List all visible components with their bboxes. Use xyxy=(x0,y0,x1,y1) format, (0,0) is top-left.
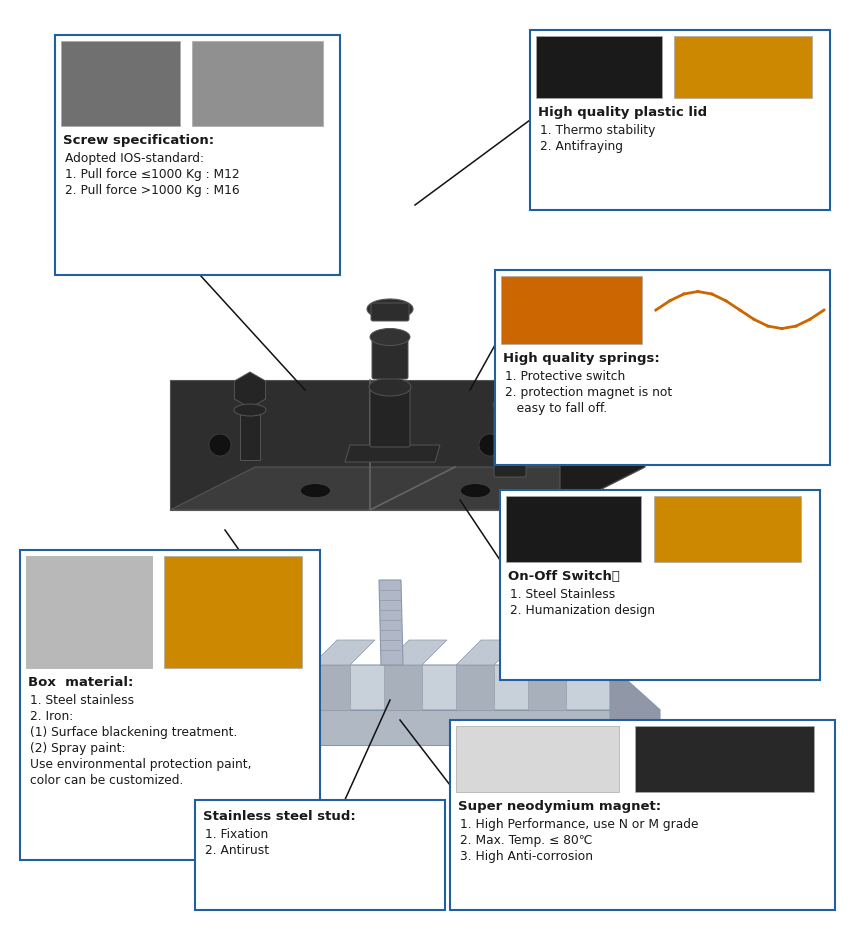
Ellipse shape xyxy=(369,378,411,396)
FancyBboxPatch shape xyxy=(456,726,619,793)
Text: Adopted IOS-standard:: Adopted IOS-standard: xyxy=(65,153,204,165)
Polygon shape xyxy=(456,665,494,710)
Ellipse shape xyxy=(234,404,266,416)
Circle shape xyxy=(479,434,501,456)
Text: 1. Protective switch: 1. Protective switch xyxy=(505,370,625,383)
FancyBboxPatch shape xyxy=(500,490,820,680)
FancyBboxPatch shape xyxy=(506,496,641,562)
Ellipse shape xyxy=(367,299,413,319)
Polygon shape xyxy=(560,337,645,510)
Polygon shape xyxy=(240,665,278,710)
FancyBboxPatch shape xyxy=(195,800,445,910)
FancyBboxPatch shape xyxy=(26,556,152,667)
Text: (2) Spray paint:: (2) Spray paint: xyxy=(30,741,126,755)
FancyBboxPatch shape xyxy=(164,556,302,667)
Text: On-Off Switch：: On-Off Switch： xyxy=(508,570,620,583)
FancyBboxPatch shape xyxy=(536,36,662,99)
FancyBboxPatch shape xyxy=(61,41,181,126)
Polygon shape xyxy=(345,445,440,462)
FancyBboxPatch shape xyxy=(654,496,802,562)
Polygon shape xyxy=(240,405,260,460)
FancyBboxPatch shape xyxy=(501,276,642,344)
Polygon shape xyxy=(312,665,350,710)
Text: Box  material:: Box material: xyxy=(28,676,133,689)
Polygon shape xyxy=(170,380,560,510)
Text: 1. Pull force ≤1000 Kg : M12: 1. Pull force ≤1000 Kg : M12 xyxy=(65,168,240,181)
Polygon shape xyxy=(379,580,403,665)
Circle shape xyxy=(209,434,231,456)
Text: 2. Pull force >1000 Kg : M16: 2. Pull force >1000 Kg : M16 xyxy=(65,184,240,197)
FancyBboxPatch shape xyxy=(495,270,830,465)
Ellipse shape xyxy=(493,398,527,412)
Text: Screw specification:: Screw specification: xyxy=(63,135,214,147)
Text: 2. Antifraying: 2. Antifraying xyxy=(540,140,623,154)
Polygon shape xyxy=(384,640,447,665)
Polygon shape xyxy=(312,640,375,665)
FancyBboxPatch shape xyxy=(370,388,410,447)
Text: 2. Humanization design: 2. Humanization design xyxy=(510,604,655,617)
Text: Super neodymium magnet:: Super neodymium magnet: xyxy=(458,800,661,813)
FancyBboxPatch shape xyxy=(192,41,322,126)
Polygon shape xyxy=(215,710,610,745)
Polygon shape xyxy=(384,665,422,710)
Text: easy to fall off.: easy to fall off. xyxy=(505,402,607,415)
Text: 1. Thermo stability: 1. Thermo stability xyxy=(540,124,655,137)
Text: 1. Steel stainless: 1. Steel stainless xyxy=(30,694,134,707)
Text: Stainless steel stud:: Stainless steel stud: xyxy=(203,810,356,823)
Text: 1. Steel Stainless: 1. Steel Stainless xyxy=(510,588,615,601)
Polygon shape xyxy=(170,467,645,510)
FancyBboxPatch shape xyxy=(450,720,835,910)
Text: 2. Max. Temp. ≤ 80℃: 2. Max. Temp. ≤ 80℃ xyxy=(460,834,593,848)
FancyBboxPatch shape xyxy=(635,726,814,793)
Ellipse shape xyxy=(460,483,490,498)
Text: Use environmental protection paint,: Use environmental protection paint, xyxy=(30,757,251,771)
Polygon shape xyxy=(610,665,660,745)
Polygon shape xyxy=(456,640,519,665)
Text: (1) Surface blackening treatment.: (1) Surface blackening treatment. xyxy=(30,726,237,738)
Ellipse shape xyxy=(370,329,410,345)
Polygon shape xyxy=(215,665,660,710)
FancyBboxPatch shape xyxy=(55,35,340,275)
FancyBboxPatch shape xyxy=(530,30,830,210)
FancyBboxPatch shape xyxy=(674,36,812,99)
Text: 2. Antirust: 2. Antirust xyxy=(205,844,269,857)
Text: 2. Iron:: 2. Iron: xyxy=(30,710,73,722)
FancyBboxPatch shape xyxy=(494,408,526,477)
Text: High quality plastic lid: High quality plastic lid xyxy=(538,106,707,119)
Text: 1. High Performance, use N or M grade: 1. High Performance, use N or M grade xyxy=(460,818,698,831)
Ellipse shape xyxy=(300,483,330,498)
FancyBboxPatch shape xyxy=(371,303,409,321)
Text: 2. protection magnet is not: 2. protection magnet is not xyxy=(505,386,673,399)
FancyBboxPatch shape xyxy=(20,550,320,860)
Text: color can be customized.: color can be customized. xyxy=(30,774,183,787)
Polygon shape xyxy=(528,665,566,710)
Polygon shape xyxy=(240,640,303,665)
FancyBboxPatch shape xyxy=(372,337,408,379)
Text: 1. Fixation: 1. Fixation xyxy=(205,828,268,841)
Polygon shape xyxy=(528,640,591,665)
Text: High quality springs:: High quality springs: xyxy=(503,352,660,365)
Text: 3. High Anti-corrosion: 3. High Anti-corrosion xyxy=(460,850,593,864)
